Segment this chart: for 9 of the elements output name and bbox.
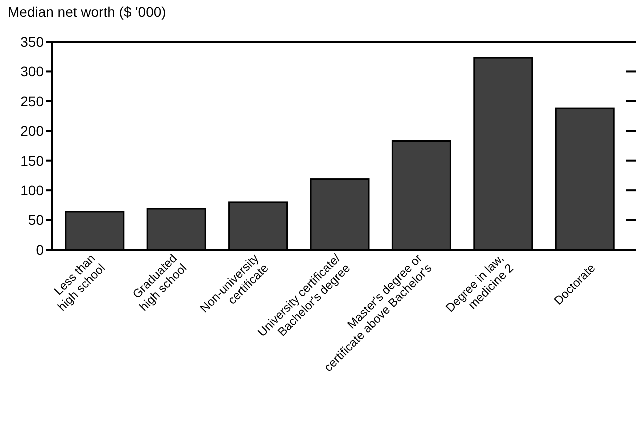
y-tick-label: 0: [36, 242, 44, 258]
y-tick-label: 250: [20, 93, 44, 110]
y-tick-label: 150: [20, 152, 44, 169]
y-tick-label: 350: [20, 34, 44, 50]
y-tick-label: 50: [28, 212, 44, 228]
y-tick-label: 200: [20, 123, 44, 140]
y-tick-label: 100: [20, 182, 44, 198]
chart-title: Median net worth ($ '000): [8, 4, 166, 20]
y-tick-label: 300: [20, 64, 44, 80]
